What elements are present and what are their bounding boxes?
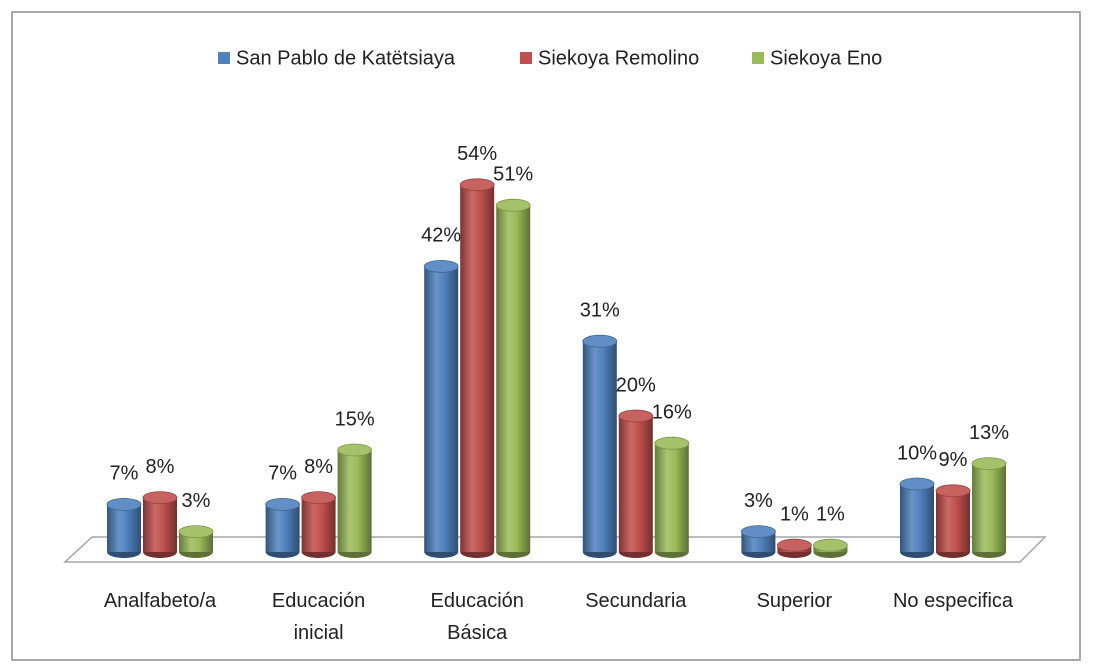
data-label: 31% — [580, 299, 620, 321]
bar-cap — [618, 409, 654, 423]
x-tick-label: Analfabeto/a — [103, 590, 217, 612]
bar — [972, 463, 1006, 552]
legend-swatch — [752, 52, 764, 64]
data-label: 1% — [816, 503, 845, 525]
data-label: 10% — [897, 442, 937, 464]
data-label: 13% — [969, 422, 1009, 444]
data-label: 1% — [780, 503, 809, 525]
bar-cap — [654, 436, 690, 450]
bar — [654, 443, 689, 552]
legend-label: Siekoya Eno — [770, 47, 882, 69]
bar — [582, 341, 617, 552]
bar-cap — [423, 259, 459, 273]
data-label: 3% — [182, 490, 211, 512]
x-tick-label: No especifica — [892, 590, 1014, 612]
x-tick-label: Educación Básica — [430, 590, 524, 644]
bar-cap — [899, 477, 935, 491]
bar — [265, 504, 300, 552]
bar-cap — [813, 538, 848, 552]
bar-cap — [777, 538, 812, 552]
data-label: 9% — [939, 449, 968, 471]
bar-cap — [178, 525, 214, 538]
x-tick-label: Secundaria — [585, 590, 687, 612]
data-label: 20% — [616, 374, 656, 396]
bar — [424, 266, 459, 552]
bar-cap — [142, 491, 178, 505]
legend-label: San Pablo de Katëtsiaya — [236, 47, 456, 69]
x-tick-label: Educación inicial — [271, 590, 366, 644]
data-label: 54% — [457, 143, 497, 165]
bar-cap — [741, 525, 776, 538]
data-label: 8% — [146, 456, 175, 478]
chart-frame — [11, 11, 1081, 661]
bar — [143, 497, 177, 552]
bar-cap — [265, 497, 301, 511]
bar-cap — [301, 491, 337, 505]
legend-swatch — [218, 52, 230, 64]
legend-label: Siekoya Remolino — [538, 47, 699, 69]
bar — [496, 205, 531, 552]
bar-cap — [971, 457, 1007, 471]
bar — [301, 497, 336, 552]
data-label: 7% — [110, 463, 139, 485]
bar — [107, 504, 141, 552]
x-tick-label: Superior — [756, 590, 833, 612]
bar — [618, 416, 653, 552]
legend-swatch — [520, 52, 532, 64]
data-label: 8% — [304, 456, 333, 478]
bar-cap — [495, 198, 531, 212]
data-label: 3% — [744, 490, 773, 512]
bar-cap — [337, 443, 373, 457]
data-label: 15% — [335, 408, 375, 430]
bar-cap — [106, 497, 142, 511]
bar-cap — [582, 334, 618, 348]
data-label: 51% — [493, 163, 533, 185]
data-label: 7% — [268, 463, 297, 485]
bar — [460, 184, 495, 553]
bar — [936, 490, 970, 552]
data-label: 16% — [652, 401, 692, 423]
data-label: 42% — [421, 225, 461, 247]
bar-cap — [935, 484, 971, 498]
bar — [900, 484, 934, 552]
bar-cap — [459, 178, 495, 192]
bar — [337, 450, 372, 552]
